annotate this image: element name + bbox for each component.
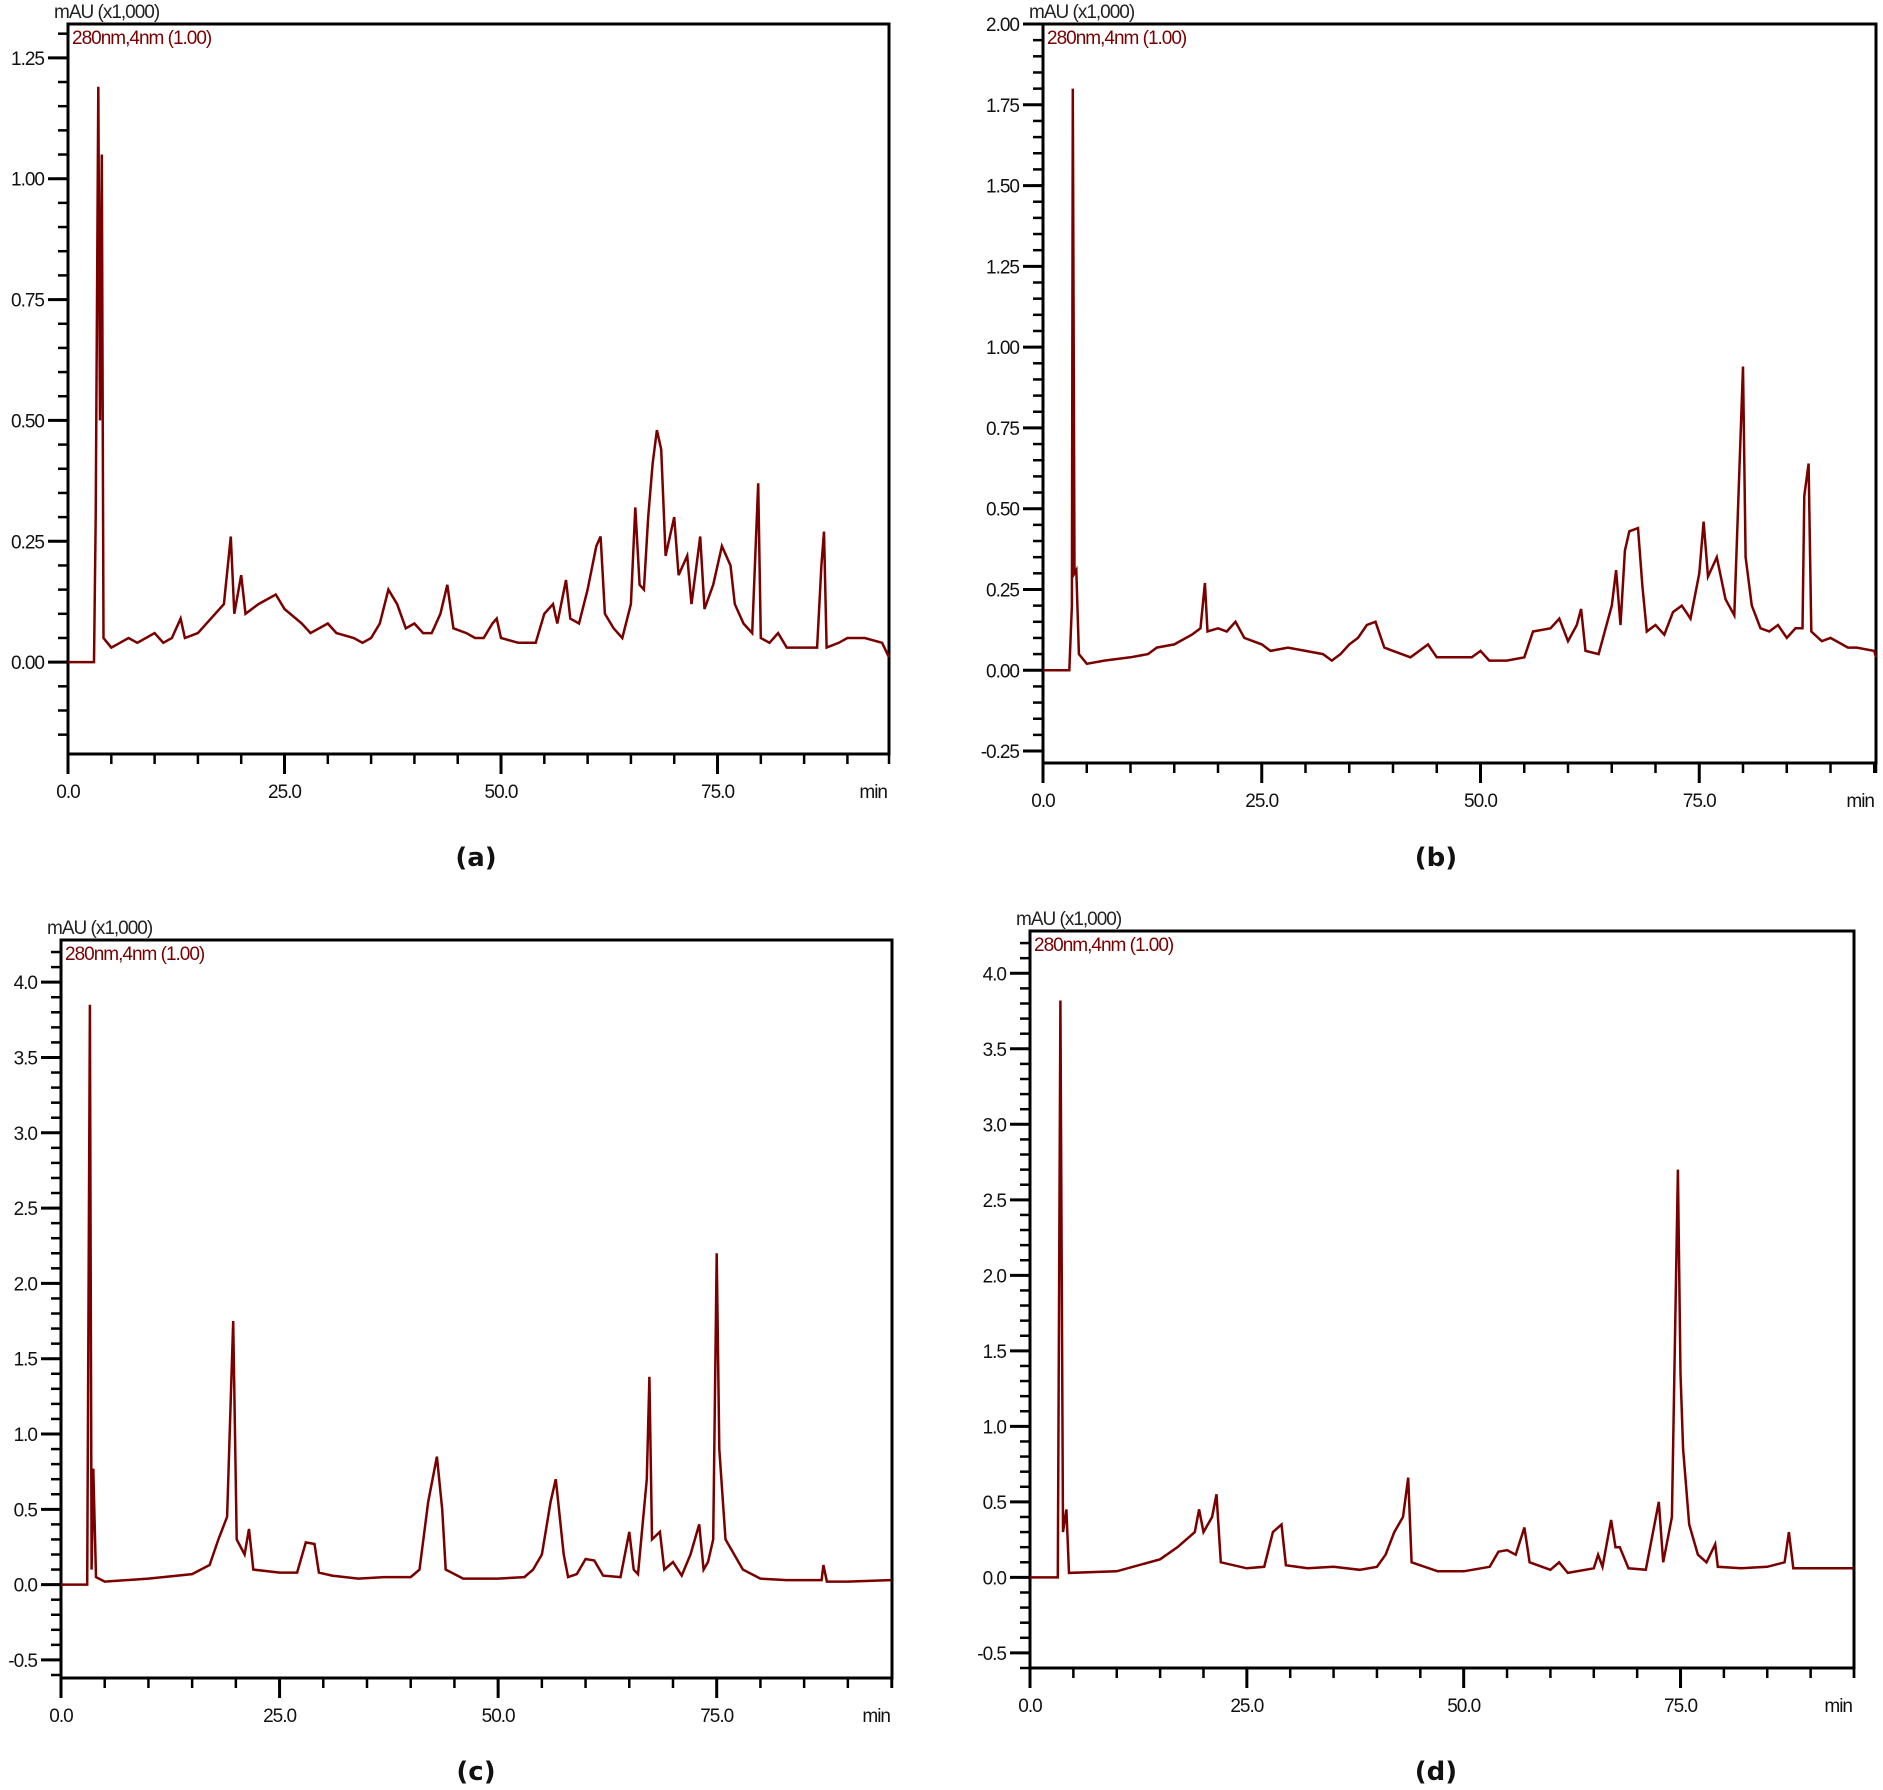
- chromatogram-trace: [1030, 1000, 1854, 1579]
- y-tick-label: 2.5: [14, 1199, 38, 1220]
- x-tick-label: 75.0: [701, 782, 734, 803]
- y-tick-label: 0.25: [11, 532, 44, 553]
- y-tick-label: 0.50: [986, 500, 1019, 521]
- chromatogram-trace: [1043, 88, 1878, 672]
- y-tick-label: 1.0: [14, 1425, 38, 1446]
- x-tick-label: 50.0: [485, 782, 518, 803]
- x-tick-label: 25.0: [268, 782, 301, 803]
- y-tick-label: 2.00: [986, 15, 1019, 36]
- chromatogram-trace: [68, 86, 891, 664]
- x-tick-label: 50.0: [1447, 1696, 1480, 1717]
- plot-frame: [66, 22, 891, 756]
- y-axis-unit-label: mAU (x1,000): [1029, 2, 1135, 23]
- panel-caption: (a): [455, 843, 496, 873]
- y-tick-label: 1.00: [11, 170, 44, 191]
- channel-label: 280nm,4nm (1.00): [1047, 28, 1187, 49]
- x-tick-label: 25.0: [1245, 791, 1278, 812]
- y-tick-label: 1.00: [986, 338, 1019, 359]
- y-tick-label: 0.00: [986, 661, 1019, 682]
- panel-caption: (b): [1415, 843, 1457, 873]
- plot-frame: [1041, 22, 1878, 765]
- chromatogram-trace: [61, 1004, 892, 1586]
- x-tick-label: 25.0: [1230, 1696, 1263, 1717]
- x-tick-label: 75.0: [1683, 791, 1716, 812]
- y-tick-label: 4.0: [983, 964, 1007, 985]
- y-tick-label: 1.25: [11, 49, 44, 70]
- x-tick-label: 0.0: [49, 1706, 73, 1727]
- x-tick-label: 50.0: [1464, 791, 1497, 812]
- y-tick-label: -0.5: [977, 1644, 1006, 1665]
- channel-label: 280nm,4nm (1.00): [1034, 935, 1174, 956]
- x-tick-label: 25.0: [263, 1706, 296, 1727]
- y-tick-label: 0.00: [11, 653, 44, 674]
- y-tick-label: 1.0: [983, 1417, 1007, 1438]
- x-tick-label: 75.0: [700, 1706, 733, 1727]
- y-tick-label: -0.5: [8, 1651, 37, 1672]
- y-tick-label: 2.0: [14, 1274, 38, 1295]
- x-unit-label: min: [862, 1706, 890, 1727]
- y-tick-label: 1.75: [986, 96, 1019, 117]
- y-tick-label: 0.0: [14, 1576, 38, 1597]
- y-tick-label: 2.0: [983, 1266, 1007, 1287]
- y-tick-label: 3.0: [14, 1124, 38, 1145]
- chart-panel-b: -0.25 0.00 0.25 0.50 0.75 1.00 1.25 1.50 1.75 2.0…: [981, 2, 1878, 873]
- x-unit-label: min: [859, 782, 887, 803]
- y-axis-unit-label: mAU (x1,000): [47, 918, 153, 939]
- x-tick-label: 0.0: [1031, 791, 1055, 812]
- y-tick-label: -0.25: [981, 742, 1020, 763]
- panel-caption: (d): [1415, 1757, 1457, 1787]
- y-tick-label: 1.5: [14, 1350, 38, 1371]
- chart-panel-d: -0.5 0.0 0.5 1.0 1.5 2.0 2.5 3.0 3.5 4.0 0.0 25.0 50…: [977, 909, 1856, 1787]
- plot-frame: [59, 938, 894, 1680]
- y-tick-label: 3.5: [983, 1040, 1007, 1061]
- y-tick-label: 0.50: [11, 411, 44, 432]
- y-tick-label: 0.5: [983, 1493, 1007, 1514]
- y-tick-label: 2.5: [983, 1191, 1007, 1212]
- y-tick-label: 1.5: [983, 1342, 1007, 1363]
- channel-label: 280nm,4nm (1.00): [72, 28, 212, 49]
- y-tick-label: 0.0: [983, 1568, 1007, 1589]
- y-tick-label: 0.75: [11, 291, 44, 312]
- panel-caption: (c): [456, 1757, 495, 1787]
- x-tick-label: 75.0: [1664, 1696, 1697, 1717]
- x-tick-label: 0.0: [56, 782, 80, 803]
- chart-panel-a: 0.00 0.25 0.50 0.75 1.00 1.25 0.0 25.0 50.0 75.0 m…: [11, 2, 891, 873]
- y-tick-label: 4.0: [14, 973, 38, 994]
- y-tick-label: 3.0: [983, 1115, 1007, 1136]
- channel-label: 280nm,4nm (1.00): [65, 944, 205, 965]
- y-tick-label: 0.5: [14, 1500, 38, 1521]
- y-tick-label: 0.75: [986, 419, 1019, 440]
- x-tick-label: 50.0: [482, 1706, 515, 1727]
- y-axis-unit-label: mAU (x1,000): [1016, 909, 1122, 930]
- y-tick-label: 0.25: [986, 580, 1019, 601]
- y-axis-unit-label: mAU (x1,000): [54, 2, 160, 23]
- plot-frame: [1028, 929, 1856, 1670]
- x-unit-label: min: [1824, 1696, 1852, 1717]
- chart-panel-c: -0.5 0.0 0.5 1.0 1.5 2.0 2.5 3.0 3.5 4.0 0.0 25.0 50…: [8, 918, 894, 1787]
- x-unit-label: min: [1846, 791, 1874, 812]
- x-tick-label: 0.0: [1018, 1696, 1042, 1717]
- y-tick-label: 1.25: [986, 257, 1019, 278]
- y-tick-label: 3.5: [14, 1048, 38, 1069]
- y-tick-label: 1.50: [986, 177, 1019, 198]
